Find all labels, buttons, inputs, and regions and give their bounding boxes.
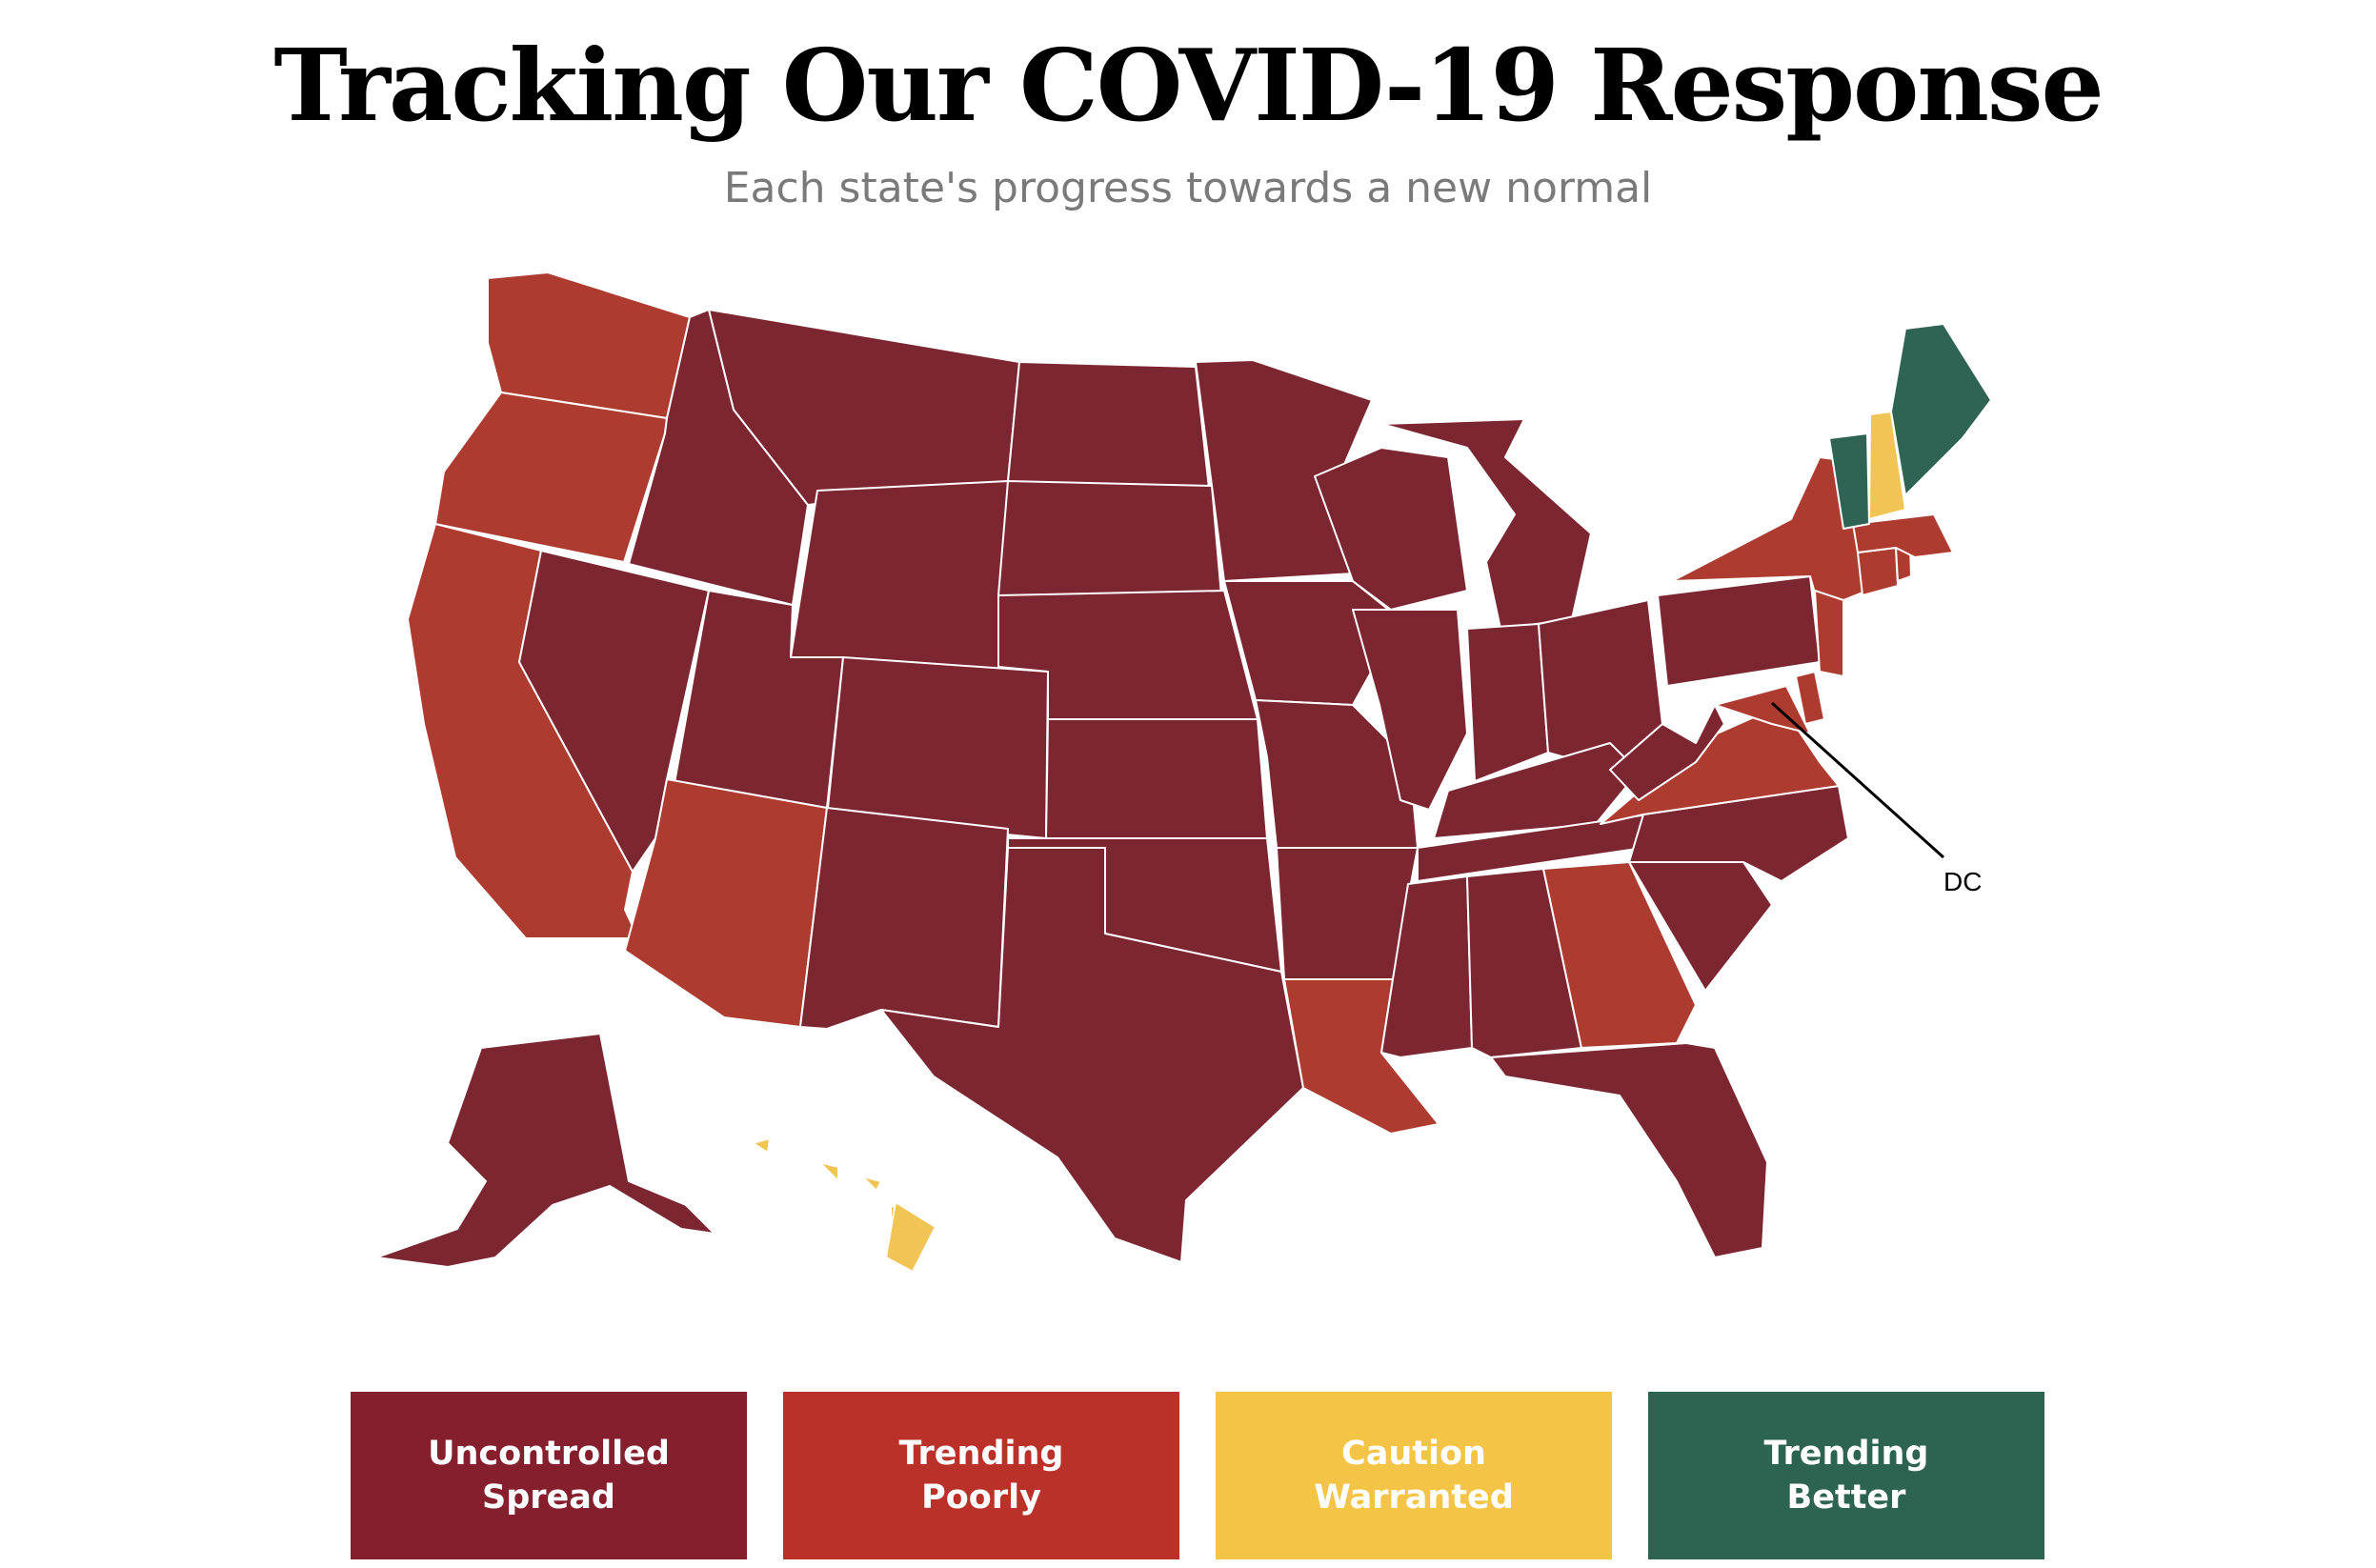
us-state-map: [375, 271, 1992, 1273]
state-tx[interactable]: [880, 847, 1304, 1263]
legend-uncontrolled-spread: Uncontrolled Spread: [351, 1392, 747, 1559]
state-il[interactable]: [1352, 609, 1468, 811]
state-nh[interactable]: [1868, 411, 1906, 520]
state-pa[interactable]: [1657, 575, 1821, 687]
legend-label-line2: Better: [1786, 1478, 1906, 1517]
state-wy[interactable]: [790, 480, 1009, 682]
state-wv[interactable]: [1609, 704, 1725, 801]
state-vt[interactable]: [1828, 432, 1870, 530]
legend-label-line2: Poorly: [921, 1478, 1041, 1517]
state-nj[interactable]: [1814, 590, 1844, 677]
legend-trending-poorly: Trending Poorly: [783, 1392, 1179, 1559]
legend-label-line1: Trending: [898, 1435, 1064, 1473]
legend-label-line2: Spread: [482, 1478, 615, 1517]
state-hi[interactable]: [885, 1201, 936, 1273]
state-nm[interactable]: [799, 807, 1009, 1030]
legend-label-line1: Uncontrolled: [428, 1435, 670, 1473]
state-fl[interactable]: [1490, 1042, 1768, 1258]
state-ak[interactable]: [375, 1033, 715, 1268]
state-me[interactable]: [1890, 323, 1992, 496]
state-in[interactable]: [1466, 623, 1549, 782]
state-ky[interactable]: [1433, 742, 1640, 839]
state-wi[interactable]: [1314, 447, 1468, 611]
legend-caution-warranted: Caution Warranted: [1216, 1392, 1612, 1559]
legend-label-line1: Trending: [1763, 1435, 1929, 1473]
state-ct[interactable]: [1857, 547, 1899, 596]
state-ks[interactable]: [1045, 718, 1268, 839]
legend-trending-better: Trending Better: [1648, 1392, 2044, 1559]
legend-label-line2: Warranted: [1314, 1478, 1514, 1517]
page-subtitle: Each state's progress towards a new norm…: [723, 164, 1653, 212]
legend-label-line1: Caution: [1341, 1435, 1486, 1473]
state-ma[interactable]: [1852, 513, 1954, 558]
page-title: Tracking Our COVID-19 Response: [273, 27, 2104, 144]
state-ga[interactable]: [1542, 861, 1697, 1049]
